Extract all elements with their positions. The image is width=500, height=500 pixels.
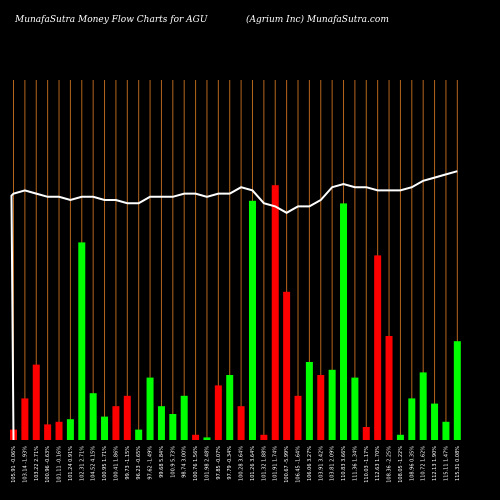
x-tick-label: 100.9 5.73% bbox=[170, 446, 176, 478]
x-tick-label: 96.23 -0.65% bbox=[136, 446, 142, 480]
x-tick-label: 111.36 1.34% bbox=[352, 446, 358, 481]
bar bbox=[157, 406, 165, 440]
x-tick-label: 101.32 1.88% bbox=[261, 446, 267, 481]
bar bbox=[396, 434, 404, 440]
x-tick-label: 100.67 -5.99% bbox=[284, 446, 290, 483]
bar bbox=[237, 406, 245, 440]
x-tick-label: 115.31 0.08% bbox=[455, 446, 461, 481]
x-tick-label: 108.96 0.35% bbox=[409, 446, 415, 481]
x-tick-label: 101.98 2.48% bbox=[204, 446, 210, 481]
bar bbox=[180, 395, 188, 440]
bar bbox=[374, 255, 382, 440]
bar bbox=[385, 336, 393, 440]
bar bbox=[419, 372, 427, 440]
bar bbox=[431, 403, 439, 440]
bar bbox=[226, 375, 234, 440]
x-tick-label: 105.91 -0.06% bbox=[11, 446, 17, 483]
bar bbox=[453, 341, 461, 440]
x-tick-label: 103.81 2.09% bbox=[330, 446, 336, 481]
bar bbox=[32, 364, 40, 440]
bar bbox=[328, 369, 336, 440]
x-tick-label: 100.28 3.64% bbox=[239, 446, 245, 481]
bar bbox=[351, 377, 359, 440]
x-tick-label: 101.11 -0.16% bbox=[57, 446, 63, 483]
x-tick-label: 108.05 -1.22% bbox=[398, 446, 404, 483]
x-tick-label: 112.63 1.70% bbox=[375, 446, 381, 481]
bar bbox=[89, 393, 97, 440]
x-tick-label: 110.72 1.62% bbox=[421, 446, 427, 481]
bar bbox=[55, 421, 63, 440]
x-tick-label: 112.13 1.90% bbox=[432, 446, 438, 481]
x-tick-label: 103.14 -1.93% bbox=[22, 446, 28, 483]
chart-title: MunafaSutra Money Flow Charts for AGU bbox=[14, 15, 208, 25]
line-series bbox=[10, 170, 458, 441]
bar bbox=[260, 434, 268, 440]
x-tick-label: 99.68 5.84% bbox=[159, 446, 165, 478]
bar bbox=[248, 200, 256, 440]
bar bbox=[317, 375, 325, 440]
bar bbox=[192, 434, 200, 440]
x-tick-label: 97.79 -0.34% bbox=[227, 446, 233, 480]
x-tick-label: 101.26 3.64% bbox=[250, 446, 256, 481]
bar bbox=[340, 203, 348, 440]
x-tick-label: 103.91 3.42% bbox=[318, 446, 324, 481]
bar bbox=[112, 406, 120, 440]
x-tick-label: 100.96 -0.63% bbox=[45, 446, 51, 483]
x-tick-label: 110.03 -1.17% bbox=[364, 446, 370, 483]
x-tick-label: 98.74 3.00% bbox=[182, 446, 188, 478]
bar bbox=[169, 414, 177, 440]
bar bbox=[66, 419, 74, 440]
x-tick-label: 103.22 2.71% bbox=[34, 446, 40, 481]
chart-subtitle: (Agrium Inc) MunafaSutra.com bbox=[246, 14, 389, 25]
bar-series bbox=[10, 185, 461, 440]
bar bbox=[146, 377, 154, 440]
bar bbox=[135, 429, 143, 440]
bar bbox=[294, 395, 302, 440]
x-tick-label: 100.76 1.56% bbox=[193, 446, 199, 481]
bar bbox=[21, 398, 29, 440]
x-tick-label: 101.91 1.74% bbox=[273, 446, 279, 481]
bar bbox=[442, 421, 450, 440]
x-tick-label: 102.31 2.71% bbox=[79, 446, 85, 481]
bar bbox=[214, 385, 222, 440]
bar bbox=[78, 242, 86, 440]
x-tick-label: 110.83 3.66% bbox=[341, 446, 347, 481]
x-tick-label: 97.62 -1.49% bbox=[148, 446, 154, 480]
x-tick-label: 99.73 -1.15% bbox=[125, 446, 131, 480]
x-tick-label: 106.06 3.27% bbox=[307, 446, 313, 481]
bar bbox=[101, 416, 109, 440]
bar bbox=[408, 398, 416, 440]
bar bbox=[362, 427, 370, 440]
bar bbox=[203, 437, 211, 440]
bar bbox=[44, 424, 52, 440]
bar bbox=[123, 395, 131, 440]
bar bbox=[283, 291, 291, 440]
x-tick-label: 115.11 1.47% bbox=[443, 446, 449, 481]
bar bbox=[305, 362, 313, 440]
bar bbox=[271, 185, 279, 440]
x-tick-label: 108.36 -2.25% bbox=[387, 446, 393, 483]
x-tick-label: 106.45 -1.64% bbox=[296, 446, 302, 483]
x-tick-labels: 105.91 -0.06% 103.14 -1.93% 103.22 2.71% 10… bbox=[11, 446, 461, 483]
x-tick-label: 104.52 4.15% bbox=[91, 446, 97, 481]
x-tick-label: 97.85 -0.07% bbox=[216, 446, 222, 480]
x-tick-label: 100.95 1.71% bbox=[102, 446, 108, 481]
x-tick-label: 100.41 1.86% bbox=[113, 446, 119, 481]
money-flow-line bbox=[10, 170, 458, 441]
x-tick-label: 101.24 0.91% bbox=[68, 446, 74, 481]
